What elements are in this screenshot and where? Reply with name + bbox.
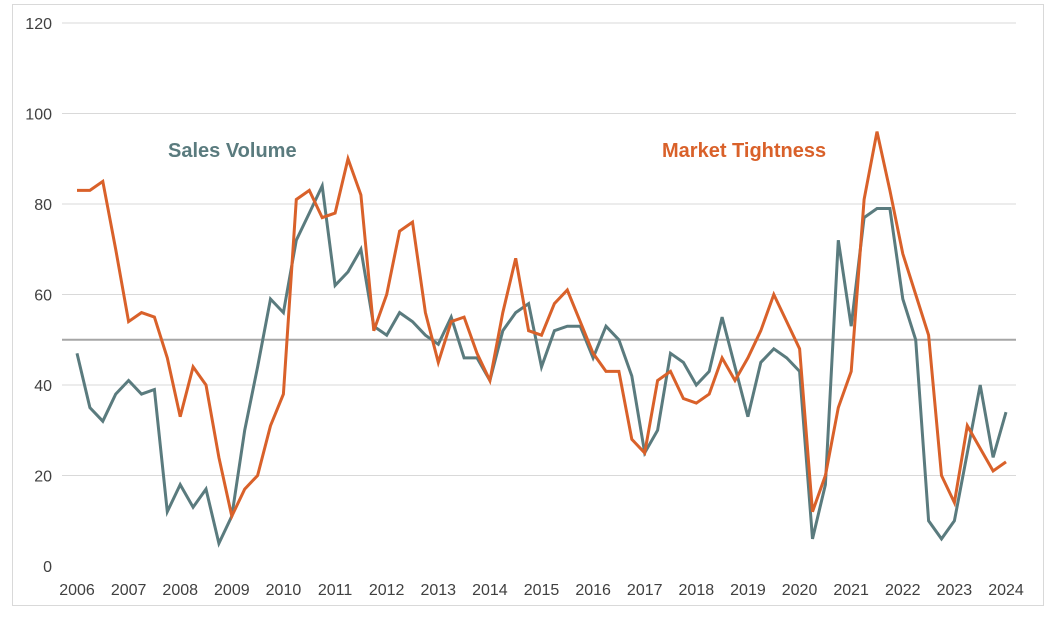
x-tick-label: 2023 bbox=[937, 582, 973, 599]
x-tick-label: 2014 bbox=[472, 582, 508, 599]
y-tick-label: 100 bbox=[25, 107, 52, 124]
x-tick-label: 2022 bbox=[885, 582, 921, 599]
y-tick-label: 0 bbox=[43, 559, 52, 576]
y-tick-label: 40 bbox=[34, 378, 52, 395]
x-tick-label: 2019 bbox=[730, 582, 766, 599]
x-tick-label: 2009 bbox=[214, 582, 250, 599]
x-tick-label: 2007 bbox=[111, 582, 147, 599]
x-tick-label: 2008 bbox=[162, 582, 198, 599]
x-tick-label: 2024 bbox=[988, 582, 1024, 599]
series-line-market-tightness bbox=[77, 131, 1007, 521]
x-tick-label: 2021 bbox=[833, 582, 869, 599]
chart-frame bbox=[12, 4, 1044, 606]
x-tick-label: 2020 bbox=[782, 582, 818, 599]
x-tick-label: 2016 bbox=[575, 582, 611, 599]
y-tick-label: 80 bbox=[34, 197, 52, 214]
gridlines bbox=[62, 22, 1016, 476]
x-tick-label: 2015 bbox=[524, 582, 560, 599]
x-tick-label: 2006 bbox=[59, 582, 95, 599]
x-axis-ticks: 2006 2007 2008 2009 2010 2011 2012 2013 2014 2015… bbox=[59, 582, 1024, 599]
x-tick-label: 2012 bbox=[369, 582, 405, 599]
y-axis-ticks: 0 20 40 60 80 100 120 bbox=[25, 16, 52, 576]
y-tick-label: 20 bbox=[34, 469, 52, 486]
series-label-market-tightness: Market Tightness bbox=[662, 140, 826, 162]
series-label-sales-volume: Sales Volume bbox=[168, 140, 297, 162]
x-tick-label: 2010 bbox=[266, 582, 302, 599]
series-line-sales-volume bbox=[75, 180, 1008, 548]
x-tick-label: 2011 bbox=[318, 582, 353, 599]
series-lines bbox=[75, 131, 1008, 548]
y-tick-label: 120 bbox=[25, 16, 52, 33]
x-tick-label: 2013 bbox=[420, 582, 456, 599]
x-tick-label: 2017 bbox=[627, 582, 663, 599]
x-tick-label: 2018 bbox=[679, 582, 715, 599]
y-tick-label: 60 bbox=[34, 288, 52, 305]
